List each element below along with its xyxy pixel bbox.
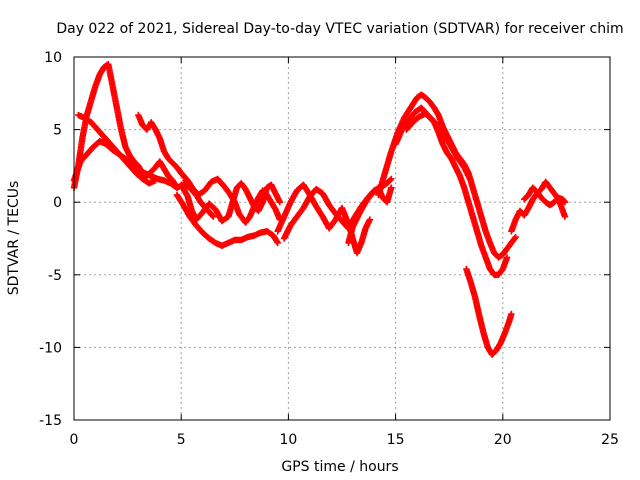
grid-lines	[74, 57, 610, 420]
x-axis-label: GPS time / hours	[281, 459, 398, 475]
data-point-marker	[467, 177, 474, 184]
series-track-p	[521, 184, 569, 209]
series-track-a	[70, 61, 181, 191]
plot-border	[73, 56, 611, 421]
data-point-marker	[561, 199, 569, 206]
data-point-marker	[561, 213, 569, 220]
y-tick-label: 10	[44, 50, 62, 66]
y-axis-ticks: -15 -10 -5 0 5 10	[39, 50, 610, 429]
series-track-o	[508, 178, 569, 235]
x-tick-label: 15	[387, 432, 405, 448]
data-point-marker	[512, 233, 519, 241]
y-tick-label: -15	[39, 413, 62, 429]
y-tick-label: -5	[48, 268, 62, 284]
series-track-e	[173, 191, 281, 249]
data-point-marker	[210, 213, 217, 220]
series-track-d	[135, 111, 217, 220]
y-tick-label: 0	[53, 195, 62, 211]
data-point-marker	[511, 235, 519, 242]
series-track-c	[75, 111, 159, 187]
x-tick-label: 10	[279, 432, 297, 448]
series-track-n	[463, 265, 515, 358]
data-point-marker	[152, 177, 159, 184]
x-axis-ticks: 0 5 10 15 20 25	[70, 57, 619, 448]
y-tick-label: -10	[39, 340, 62, 356]
x-tick-label: 0	[70, 432, 79, 448]
x-tick-label: 5	[177, 432, 186, 448]
series-track-m	[403, 110, 474, 184]
y-tick-label: 5	[53, 123, 62, 139]
plot-frame	[73, 56, 611, 421]
data-point-marker	[274, 239, 281, 247]
data-point-marker	[387, 176, 394, 184]
series-track-l	[392, 104, 511, 278]
data-point-marker	[366, 216, 374, 223]
data-point-marker	[508, 310, 515, 318]
data-point-marker	[388, 184, 395, 191]
x-tick-label: 20	[494, 432, 512, 448]
series-track-k	[375, 91, 519, 261]
data-markers	[70, 61, 569, 358]
series-track-g	[178, 180, 284, 225]
chart-title: Day 022 of 2021, Sidereal Day-to-day VTE…	[56, 21, 623, 37]
data-point-marker	[276, 199, 284, 206]
data-point-marker	[209, 212, 216, 219]
x-tick-label: 25	[601, 432, 619, 448]
data-point-marker	[388, 175, 395, 183]
data-point-marker	[503, 254, 511, 261]
y-axis-label: SDTVAR / TECUs	[6, 181, 22, 296]
